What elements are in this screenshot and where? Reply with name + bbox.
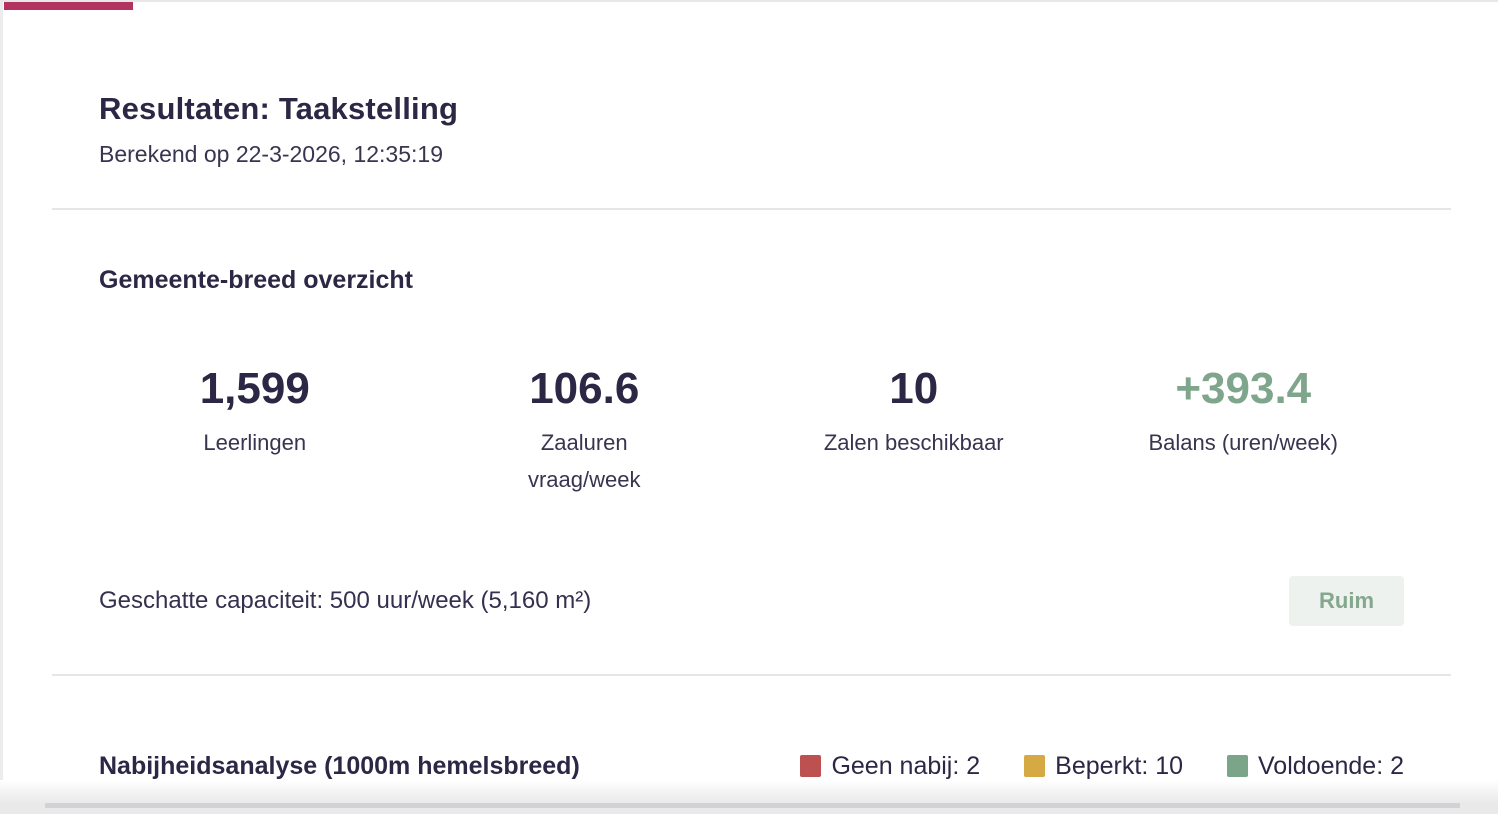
stat-value: 10 xyxy=(889,364,939,413)
top-edge-divider xyxy=(0,0,1498,2)
capacity-text: Geschatte capaciteit: 500 uur/week (5,16… xyxy=(99,586,592,614)
legend-item-voldoende: Voldoende: 2 xyxy=(1227,752,1404,781)
capacity-row: Geschatte capaciteit: 500 uur/week (5,16… xyxy=(0,575,1498,626)
overview-section: Gemeente-breed overzicht 1,599 Leerlinge… xyxy=(0,210,1498,626)
stat-label: Balans (uren/week) xyxy=(1148,430,1339,456)
left-edge-divider xyxy=(0,0,3,814)
legend-item-beperkt: Beperkt: 10 xyxy=(1024,752,1183,781)
stat-leerlingen: 1,599 Leerlingen xyxy=(90,364,420,498)
legend-item-geen-nabij: Geen nabij: 2 xyxy=(800,752,980,781)
accent-progress-bar xyxy=(4,2,133,10)
stat-zalen-beschikbaar: 10 Zalen beschikbaar xyxy=(749,364,1079,498)
results-header: Resultaten: Taakstelling Berekend op 22-… xyxy=(0,0,1498,168)
proximity-legend: Geen nabij: 2 Beperkt: 10 Voldoende: 2 xyxy=(800,752,1404,781)
gold-swatch-icon xyxy=(1024,755,1046,778)
section-divider xyxy=(52,673,1451,676)
legend-label: Voldoende: 2 xyxy=(1258,751,1404,780)
overview-heading: Gemeente-breed overzicht xyxy=(99,266,413,294)
stat-zaaluren-vraag: 106.6 Zaaluren vraag/week xyxy=(420,364,750,498)
green-swatch-icon xyxy=(1227,755,1249,778)
legend-label: Beperkt: 10 xyxy=(1055,751,1184,780)
page-title: Resultaten: Taakstelling xyxy=(99,91,459,126)
stat-label: Zaaluren vraag/week xyxy=(527,430,641,492)
bottom-fade xyxy=(0,780,1498,814)
section-divider xyxy=(52,208,1451,210)
capacity-status-badge: Ruim xyxy=(1289,575,1404,626)
calculated-timestamp: Berekend op 22-3-2026, 12:35:19 xyxy=(99,141,443,167)
legend-label: Geen nabij: 2 xyxy=(831,751,981,780)
stat-value: 106.6 xyxy=(529,364,640,413)
stat-balans: +393.4 Balans (uren/week) xyxy=(1079,364,1409,498)
proximity-section: Nabijheidsanalyse (1000m hemelsbreed) Ge… xyxy=(0,752,1498,781)
stat-label: Zalen beschikbaar xyxy=(823,430,1004,456)
proximity-heading: Nabijheidsanalyse (1000m hemelsbreed) xyxy=(99,751,580,780)
red-swatch-icon xyxy=(800,755,822,778)
stat-label: Leerlingen xyxy=(203,430,307,456)
stat-value: +393.4 xyxy=(1175,364,1312,413)
stats-grid: 1,599 Leerlingen 106.6 Zaaluren vraag/we… xyxy=(0,364,1498,498)
stat-value: 1,599 xyxy=(199,364,310,413)
cutoff-element-edge xyxy=(45,803,1460,808)
